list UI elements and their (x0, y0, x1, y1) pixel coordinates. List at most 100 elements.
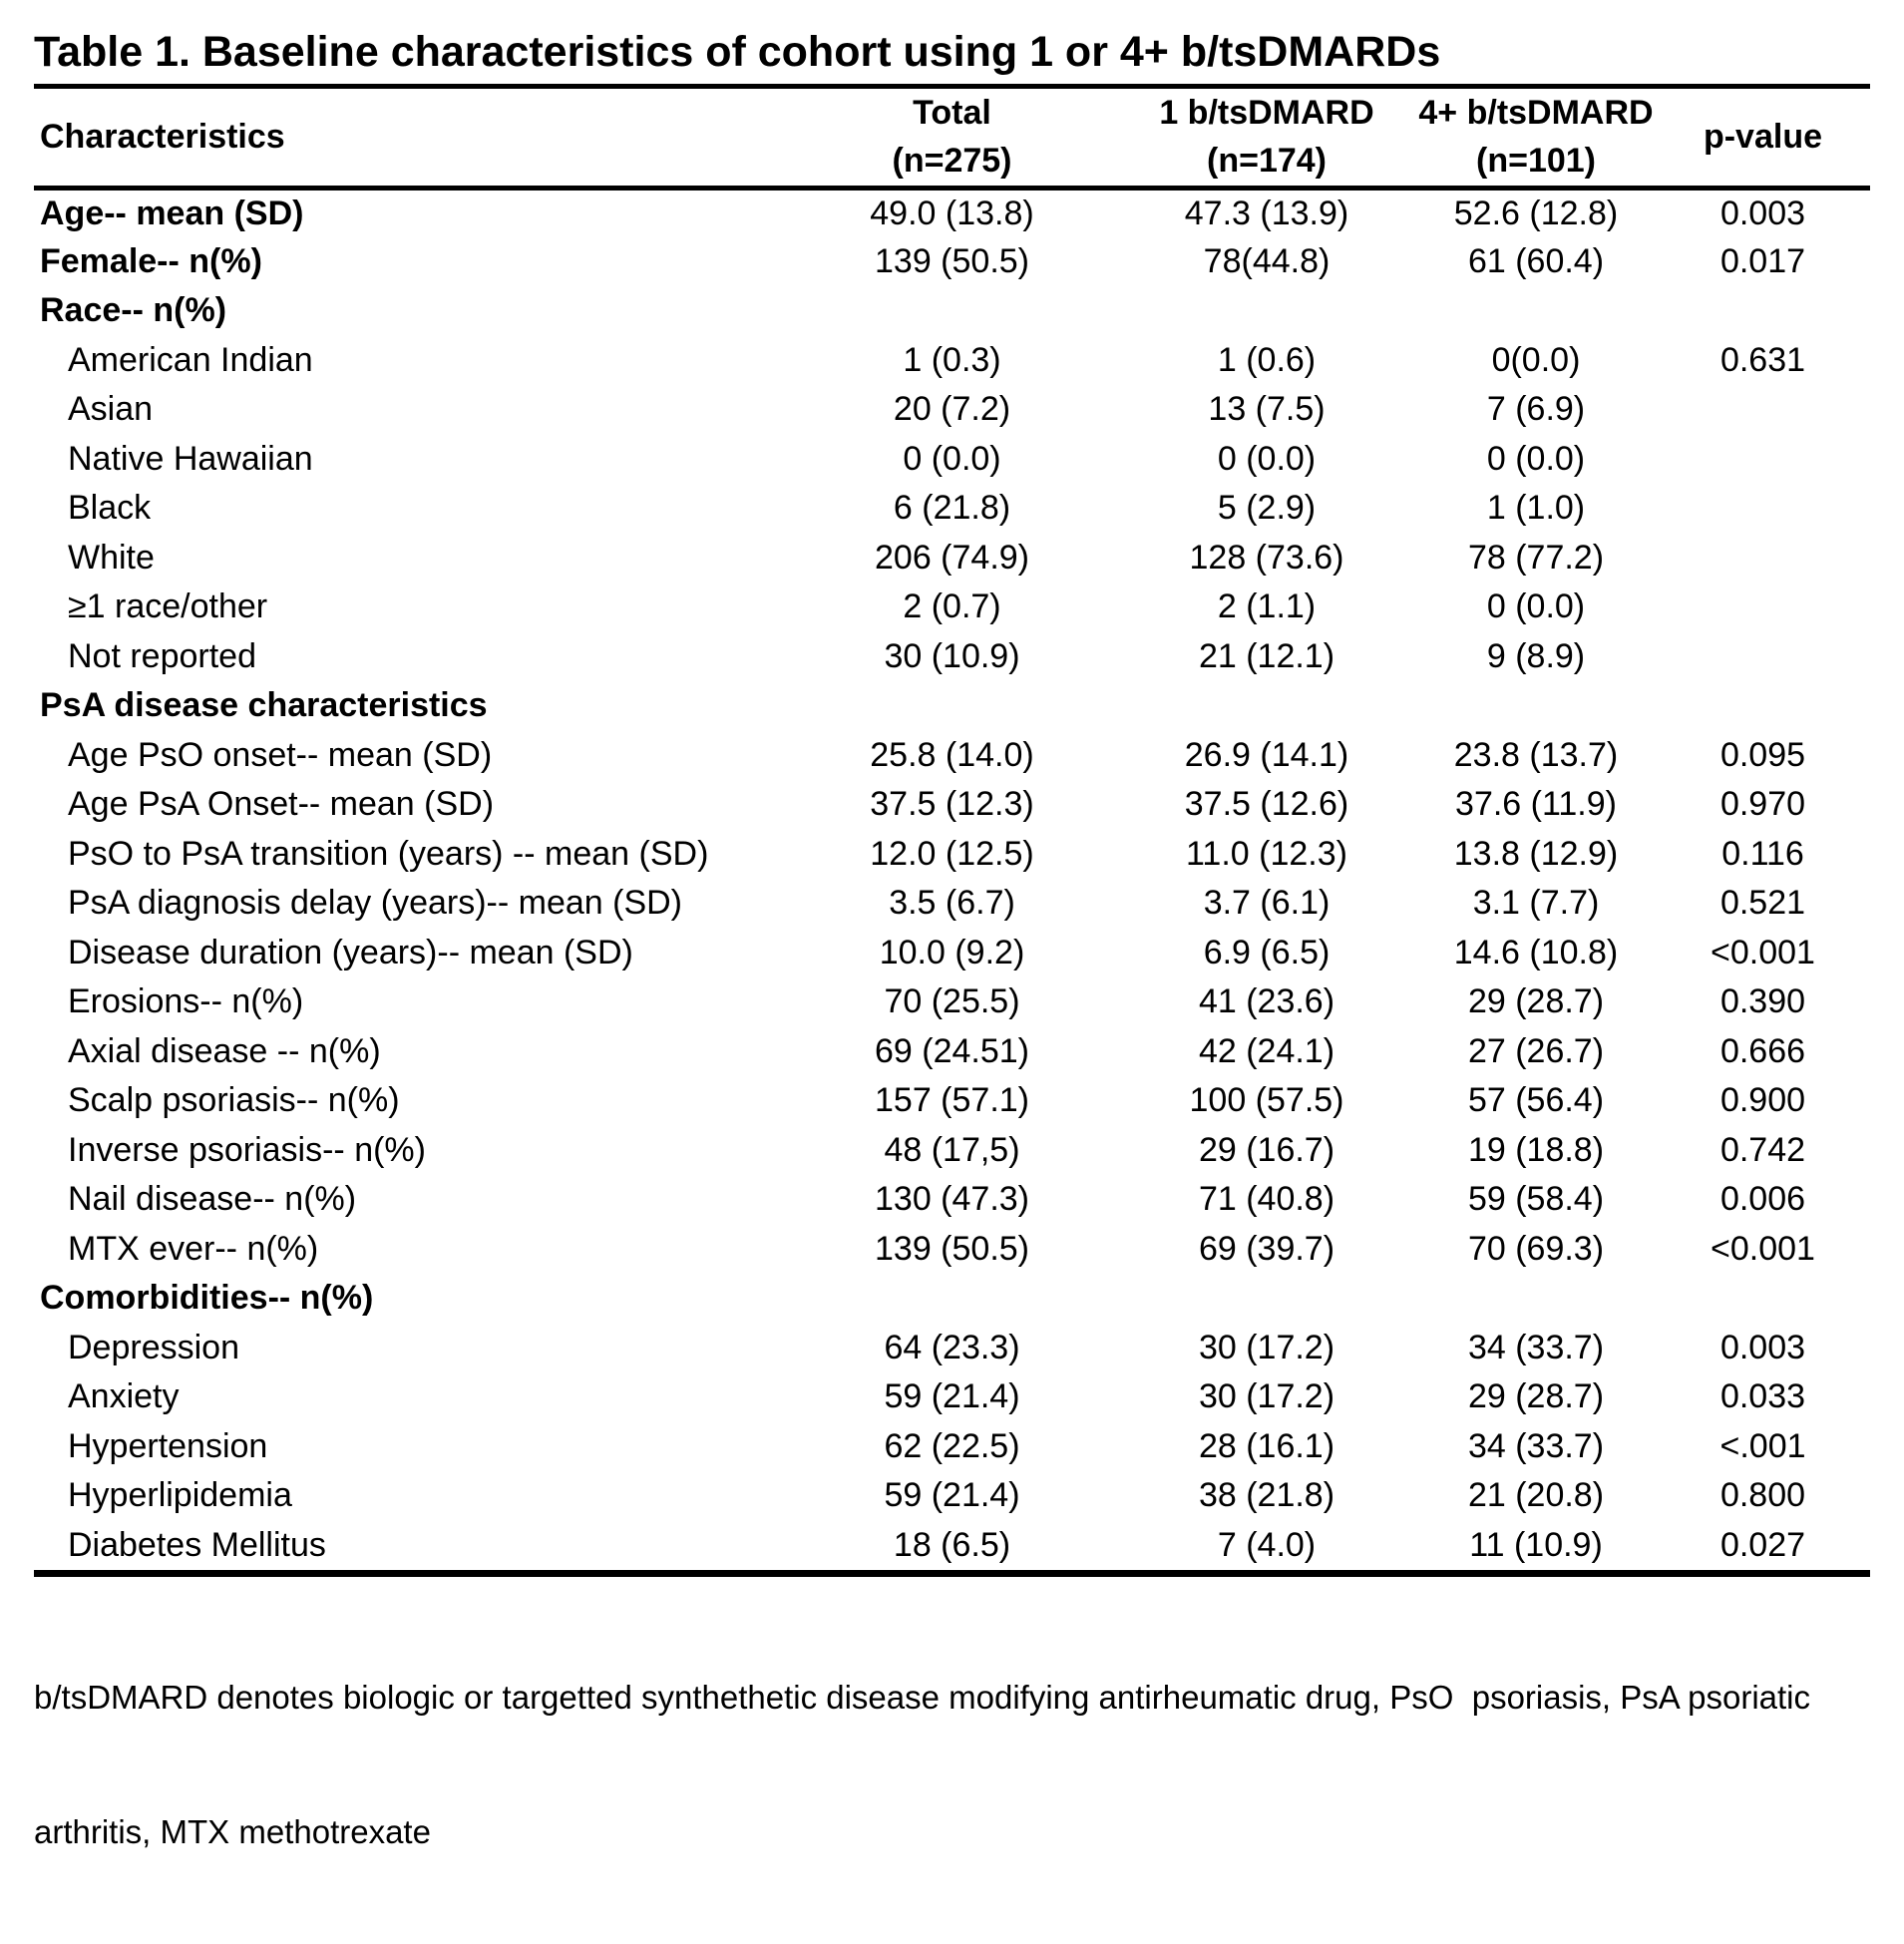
cell-pvalue (1656, 1274, 1870, 1324)
header-total: Total (n=275) (787, 89, 1117, 188)
cell-1-btsdmard: 29 (16.7) (1198, 1130, 1335, 1169)
cell-4plus-btsdmard: 34 (33.7) (1467, 1426, 1605, 1465)
table-row: Nail disease-- n(%) 130 (47.3) 71 (40.8) 59… (34, 1175, 1870, 1225)
footnote-line1: b/tsDMARD denotes biologic or targetted … (34, 1679, 1811, 1716)
title-divider (34, 84, 1870, 89)
cell-1-btsdmard: 128 (73.6) (1189, 538, 1344, 577)
cell-total (787, 1274, 1117, 1324)
cell-pvalue: 0.631 (1719, 340, 1806, 379)
cell-4plus-btsdmard: 14.6 (10.8) (1453, 933, 1619, 972)
cell-total: 37.5 (12.3) (870, 785, 1034, 824)
cell-1-btsdmard: 78(44.8) (1203, 241, 1331, 280)
cell-pvalue (1656, 484, 1870, 534)
table-row: Age PsA Onset-- mean (SD) 37.5 (12.3) 37.5… (34, 780, 1870, 830)
row-label: Not reported (68, 636, 256, 675)
table-row: Inverse psoriasis-- n(%) 48 (17,5) 29 (16.… (34, 1126, 1870, 1176)
cell-pvalue (1656, 534, 1870, 583)
row-label: Native Hawaiian (68, 439, 313, 478)
row-label: Erosions-- n(%) (68, 982, 304, 1021)
cell-total: 70 (25.5) (884, 982, 1020, 1021)
cell-1-btsdmard: 21 (12.1) (1198, 636, 1335, 675)
cell-4plus-btsdmard: 1 (1.0) (1486, 489, 1586, 528)
header-row: Characteristics Total (n=275) 1 b/tsDMAR… (34, 89, 1870, 188)
cell-1-btsdmard: 5 (2.9) (1217, 489, 1317, 528)
cell-1-btsdmard: 0 (0.0) (1217, 439, 1317, 478)
table-row: Not reported 30 (10.9) 21 (12.1) 9 (8.9) (34, 632, 1870, 682)
row-label: Nail disease-- n(%) (68, 1180, 357, 1219)
cell-4plus-btsdmard: 78 (77.2) (1467, 538, 1605, 577)
row-label: PsO to PsA transition (years) -- mean (S… (68, 834, 709, 873)
cell-1-btsdmard: 38 (21.8) (1198, 1476, 1335, 1515)
header-characteristics: Characteristics (40, 117, 285, 156)
table-row: Age-- mean (SD) 49.0 (13.8) 47.3 (13.9) 52.… (34, 188, 1870, 237)
row-label: Hyperlipidemia (68, 1476, 292, 1515)
cell-pvalue (1656, 385, 1870, 435)
cell-4plus-btsdmard: 0 (0.0) (1486, 439, 1586, 478)
cell-pvalue: 0.742 (1719, 1130, 1806, 1169)
baseline-characteristics-table: Characteristics Total (n=275) 1 b/tsDMAR… (34, 89, 1870, 1570)
cell-pvalue: 0.027 (1719, 1525, 1806, 1564)
row-label: Anxiety (68, 1377, 180, 1416)
table-row: Anxiety 59 (21.4) 30 (17.2) 29 (28.7) 0.033 (34, 1372, 1870, 1422)
cell-total: 18 (6.5) (893, 1525, 1011, 1564)
cell-pvalue (1656, 681, 1870, 731)
cell-4plus-btsdmard: 59 (58.4) (1467, 1180, 1605, 1219)
cell-total: 30 (10.9) (884, 636, 1020, 675)
row-label: Diabetes Mellitus (68, 1525, 326, 1564)
cell-4plus-btsdmard: 0 (0.0) (1486, 587, 1586, 626)
cell-4plus-btsdmard (1416, 681, 1656, 731)
cell-4plus-btsdmard (1416, 286, 1656, 336)
row-label: Scalp psoriasis-- n(%) (68, 1081, 400, 1120)
cell-pvalue: 0.095 (1719, 735, 1806, 774)
cell-4plus-btsdmard: 0(0.0) (1491, 340, 1581, 379)
cell-total: 12.0 (12.5) (870, 834, 1034, 873)
row-label: White (68, 538, 155, 577)
row-label: Age PsO onset-- mean (SD) (68, 735, 493, 774)
header-1-btsdmard-line1: 1 b/tsDMARD (1159, 94, 1374, 133)
cell-pvalue: 0.003 (1719, 194, 1806, 232)
row-label: Black (68, 489, 152, 528)
header-4plus-btsdmard-line2: (n=101) (1476, 142, 1596, 181)
table-row: PsO to PsA transition (years) -- mean (S… (34, 830, 1870, 880)
cell-pvalue (1656, 583, 1870, 632)
cell-pvalue: 0.900 (1719, 1081, 1806, 1120)
table-row: Axial disease -- n(%) 69 (24.51) 42 (24.1)… (34, 1027, 1870, 1077)
cell-total (787, 286, 1117, 336)
cell-1-btsdmard: 13 (7.5) (1208, 390, 1326, 429)
cell-1-btsdmard: 37.5 (12.6) (1184, 785, 1349, 824)
footnote-line2: arthritis, MTX methotrexate (34, 1813, 431, 1850)
cell-1-btsdmard: 2 (1.1) (1217, 587, 1317, 626)
header-total-line2: (n=275) (892, 142, 1012, 181)
cell-pvalue: 0.800 (1719, 1476, 1806, 1515)
header-total-line1: Total (913, 94, 991, 133)
cell-total: 69 (24.51) (875, 1031, 1029, 1070)
table-row: White 206 (74.9) 128 (73.6) 78 (77.2) (34, 534, 1870, 583)
cell-pvalue: 0.033 (1719, 1377, 1806, 1416)
cell-4plus-btsdmard (1416, 1274, 1656, 1324)
cell-total: 59 (21.4) (884, 1476, 1020, 1515)
cell-pvalue: 0.017 (1719, 241, 1806, 280)
cell-1-btsdmard: 100 (57.5) (1189, 1081, 1344, 1120)
row-label: Comorbidities-- n(%) (40, 1279, 374, 1318)
cell-total: 64 (23.3) (884, 1328, 1020, 1366)
cell-4plus-btsdmard: 34 (33.7) (1467, 1328, 1605, 1366)
header-1-btsdmard-line2: (n=174) (1207, 142, 1327, 181)
cell-total: 48 (17,5) (884, 1130, 1020, 1169)
cell-4plus-btsdmard: 11 (10.9) (1469, 1525, 1603, 1564)
cell-total: 130 (47.3) (875, 1180, 1029, 1219)
cell-total: 25.8 (14.0) (870, 735, 1034, 774)
table-row: Scalp psoriasis-- n(%) 157 (57.1) 100 (57.… (34, 1076, 1870, 1126)
cell-pvalue: 0.390 (1719, 982, 1806, 1021)
table-row: Black 6 (21.8) 5 (2.9) 1 (1.0) (34, 484, 1870, 534)
cell-4plus-btsdmard: 57 (56.4) (1467, 1081, 1605, 1120)
table-header: Characteristics Total (n=275) 1 b/tsDMAR… (34, 89, 1870, 188)
cell-1-btsdmard: 42 (24.1) (1198, 1031, 1335, 1070)
cell-total: 6 (21.8) (893, 489, 1011, 528)
cell-pvalue: 0.003 (1719, 1328, 1806, 1366)
cell-total: 10.0 (9.2) (879, 933, 1025, 972)
table-row: MTX ever-- n(%) 139 (50.5) 69 (39.7) 70 (69… (34, 1225, 1870, 1275)
row-label: Age PsA Onset-- mean (SD) (68, 785, 495, 824)
row-label: Disease duration (years)-- mean (SD) (68, 933, 633, 972)
cell-total: 2 (0.7) (903, 587, 1001, 626)
cell-pvalue: <0.001 (1711, 1229, 1815, 1268)
